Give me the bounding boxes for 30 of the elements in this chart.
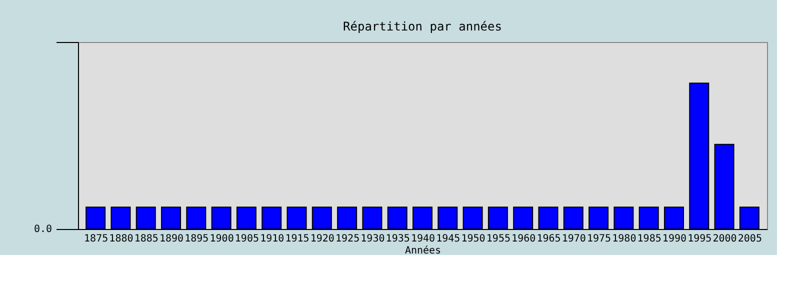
x-tick-label: 1910 (260, 234, 284, 244)
x-tick-label: 1925 (336, 234, 360, 244)
x-tick-label: 1985 (637, 234, 662, 244)
x-tick-label: 2005 (738, 234, 762, 244)
x-tick-label: 1880 (109, 234, 134, 244)
x-tick-label: 1940 (410, 234, 436, 244)
x-tick-label: 1900 (210, 234, 234, 244)
x-tick-label: 1970 (562, 234, 586, 244)
text: 0.0 (34, 224, 52, 235)
chart-title: Répartition par années (343, 20, 502, 34)
x-tick-label: 1990 (662, 234, 687, 244)
x-tick-label: 1935 (386, 234, 410, 244)
x-tick-label: 1930 (360, 234, 385, 244)
x-tick-label: 1895 (184, 234, 209, 244)
x-tick-label: 1885 (134, 234, 158, 244)
x-tick-label: 1980 (612, 234, 636, 244)
x-tick-label: 1945 (436, 234, 460, 244)
x-tick-label: 1960 (512, 234, 536, 244)
x-tick-label: 2000 (712, 234, 737, 244)
x-tick-label: 1955 (486, 234, 510, 244)
x-tick-label: 1905 (234, 234, 260, 244)
x-axis-title: Années (404, 246, 442, 256)
x-tick-label: 1965 (536, 234, 561, 244)
x-tick-label: 1995 (688, 234, 712, 244)
x-tick-label: 1915 (285, 234, 310, 244)
x-tick-label: 1950 (461, 234, 486, 244)
x-tick-label: 1975 (586, 234, 612, 244)
x-tick-label: 1890 (159, 234, 184, 244)
x-tick-label: 1920 (310, 234, 334, 244)
x-tick-label: 1875 (84, 234, 108, 244)
